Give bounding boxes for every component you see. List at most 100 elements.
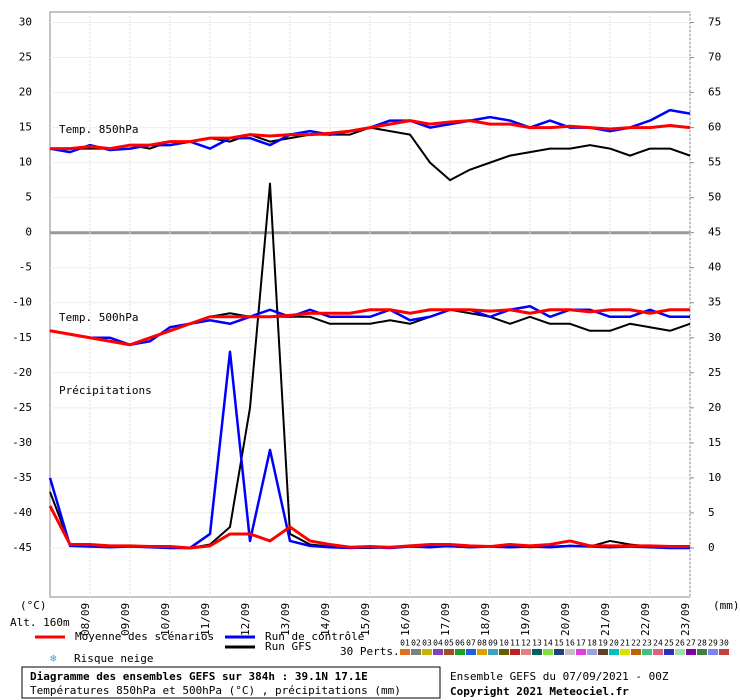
pert-swatch bbox=[411, 649, 421, 655]
y2-tick-label: 60 bbox=[708, 121, 721, 134]
y-tick-label: 15 bbox=[19, 121, 32, 134]
pert-label: 07 bbox=[466, 639, 476, 648]
series-line bbox=[50, 119, 691, 151]
y-tick-label: 0 bbox=[25, 226, 32, 239]
x-tick-label: 18/09 bbox=[479, 603, 492, 636]
pert-label: 21 bbox=[620, 639, 630, 648]
y2-tick-label: 15 bbox=[708, 436, 721, 449]
pert-label: 26 bbox=[675, 639, 685, 648]
annotation: Précipitations bbox=[59, 384, 152, 397]
legend-label: Run de contrôle bbox=[265, 630, 364, 643]
pert-label: 22 bbox=[631, 639, 641, 648]
x-tick-label: 14/09 bbox=[319, 603, 332, 636]
pert-swatch bbox=[686, 649, 696, 655]
annotation: Temp. 500hPa bbox=[59, 311, 138, 324]
x-tick-label: 15/09 bbox=[359, 603, 372, 636]
x-tick-label: 21/09 bbox=[599, 603, 612, 636]
pert-label: 19 bbox=[598, 639, 608, 648]
pert-label: 28 bbox=[697, 639, 707, 648]
pert-label: 06 bbox=[455, 639, 465, 648]
pert-swatch bbox=[444, 649, 454, 655]
pert-label: 01 bbox=[400, 639, 410, 648]
y-tick-label: -40 bbox=[12, 506, 32, 519]
y-tick-label: 30 bbox=[19, 16, 32, 29]
pert-swatch bbox=[543, 649, 553, 655]
pert-swatch bbox=[642, 649, 652, 655]
x-tick-label: 16/09 bbox=[399, 603, 412, 636]
pert-label: 13 bbox=[532, 639, 542, 648]
pert-label: 18 bbox=[587, 639, 597, 648]
pert-label: 02 bbox=[411, 639, 421, 648]
y2-tick-label: 70 bbox=[708, 51, 721, 64]
y2-tick-label: 45 bbox=[708, 226, 721, 239]
pert-swatch bbox=[521, 649, 531, 655]
pert-swatch bbox=[499, 649, 509, 655]
x-tick-label: 23/09 bbox=[679, 603, 692, 636]
x-tick-label: 20/09 bbox=[559, 603, 572, 636]
pert-swatch bbox=[510, 649, 520, 655]
y-axis-label: (°C) bbox=[20, 599, 47, 612]
pert-swatch bbox=[488, 649, 498, 655]
title-box bbox=[21, 666, 441, 699]
y2-tick-label: 30 bbox=[708, 331, 721, 344]
y-tick-label: 25 bbox=[19, 51, 32, 64]
y2-tick-label: 10 bbox=[708, 471, 721, 484]
legend-label: Run GFS bbox=[265, 640, 311, 653]
x-tick-label: 11/09 bbox=[199, 603, 212, 636]
pert-swatch bbox=[565, 649, 575, 655]
series-line bbox=[49, 308, 690, 347]
series-line bbox=[48, 505, 690, 550]
y-tick-label: -35 bbox=[12, 471, 32, 484]
pert-label: 04 bbox=[433, 639, 443, 648]
x-tick-label: 12/09 bbox=[239, 603, 252, 636]
x-tick-label: 09/09 bbox=[119, 603, 132, 636]
subtitle: Températures 850hPa et 500hPa (°C) , pré… bbox=[30, 684, 401, 697]
pert-label: 14 bbox=[543, 639, 553, 648]
y2-tick-label: 55 bbox=[708, 156, 721, 169]
pert-swatch bbox=[532, 649, 542, 655]
pert-swatch bbox=[576, 649, 586, 655]
pert-label: 03 bbox=[422, 639, 432, 648]
pert-swatch bbox=[675, 649, 685, 655]
pert-label: 08 bbox=[477, 639, 487, 648]
y2-axis-label: (mm) bbox=[713, 599, 740, 612]
title: Diagramme des ensembles GEFS sur 384h : … bbox=[30, 670, 368, 683]
y2-tick-label: 35 bbox=[708, 296, 721, 309]
legend-label: Moyenne des scénarios bbox=[75, 630, 214, 643]
x-tick-label: 10/09 bbox=[159, 603, 172, 636]
lines bbox=[48, 108, 691, 550]
pert-swatch bbox=[609, 649, 619, 655]
pert-label: 12 bbox=[521, 639, 531, 648]
y-tick-label: -5 bbox=[19, 261, 32, 274]
pert-label: 15 bbox=[554, 639, 564, 648]
pert-swatch bbox=[554, 649, 564, 655]
altitude: Alt. 160m bbox=[10, 616, 70, 629]
pert-label: 17 bbox=[576, 639, 586, 648]
x-tick-label: 19/09 bbox=[519, 603, 532, 636]
pert-label: 20 bbox=[609, 639, 619, 648]
pert-swatch bbox=[708, 649, 718, 655]
y2-tick-label: 40 bbox=[708, 261, 721, 274]
pert-swatch bbox=[466, 649, 476, 655]
pert-label: 27 bbox=[686, 639, 696, 648]
x-tick-label: 13/09 bbox=[279, 603, 292, 636]
x-tick-label: 22/09 bbox=[639, 603, 652, 636]
x-tick-label: 08/09 bbox=[79, 603, 92, 636]
pert-label: 30 bbox=[719, 639, 729, 648]
pert-label: 09 bbox=[488, 639, 498, 648]
pert-label: 05 bbox=[444, 639, 454, 648]
pert-swatch bbox=[598, 649, 608, 655]
y-tick-label: -30 bbox=[12, 436, 32, 449]
y2-tick-label: 75 bbox=[708, 16, 721, 29]
pert-label: 11 bbox=[510, 639, 520, 648]
pert-swatch bbox=[433, 649, 443, 655]
pert-swatch bbox=[719, 649, 729, 655]
y2-tick-label: 0 bbox=[708, 541, 715, 554]
y-tick-label: -20 bbox=[12, 366, 32, 379]
pert-swatch bbox=[422, 649, 432, 655]
annotation: Temp. 850hPa bbox=[59, 123, 138, 136]
x-tick-label: 17/09 bbox=[439, 603, 452, 636]
pert-swatch bbox=[697, 649, 707, 655]
y-tick-label: -25 bbox=[12, 401, 32, 414]
